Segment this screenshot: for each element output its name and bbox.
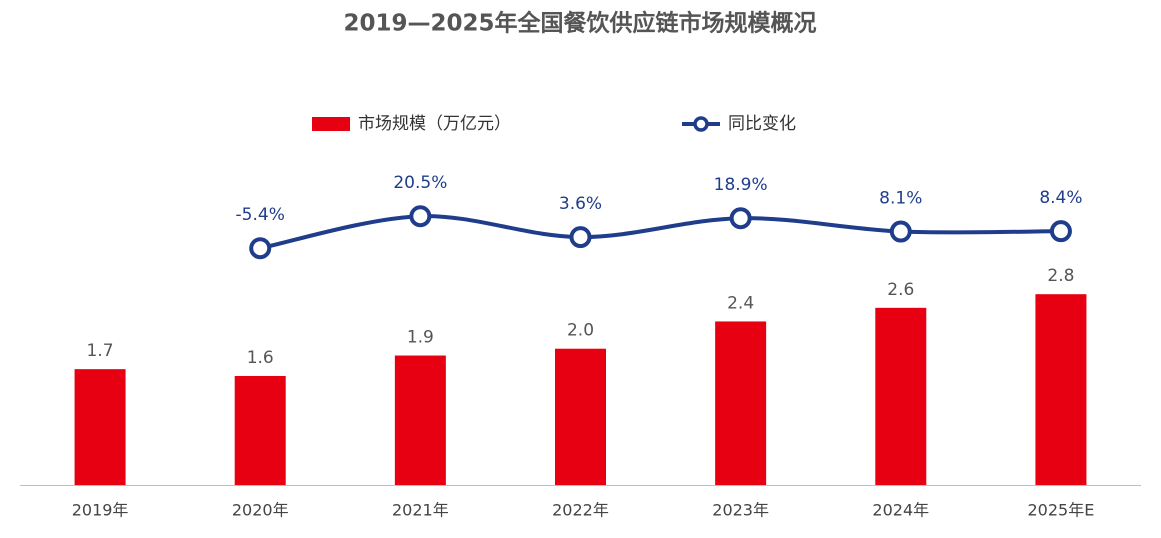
line-marker: [409, 205, 432, 228]
x-tick-label: 2025年E: [1028, 501, 1095, 520]
data-label: 2.6: [887, 280, 914, 300]
legend-swatch: [312, 117, 350, 131]
legend-label: 市场规模（万亿元）: [358, 114, 511, 134]
data-label: -5.4%: [236, 205, 285, 225]
line-marker: [249, 237, 272, 260]
bar: [875, 307, 927, 485]
line: [259, 214, 1061, 251]
data-label: 2.0: [567, 321, 594, 341]
data-label: 3.6%: [559, 194, 602, 214]
data-label: 8.1%: [879, 189, 922, 209]
bar: [394, 355, 446, 485]
line-marker: [1049, 220, 1072, 243]
bar: [555, 348, 606, 485]
data-label: 18.9%: [714, 175, 768, 195]
x-tick-label: 2023年: [712, 501, 769, 520]
data-label: 20.5%: [393, 173, 447, 193]
line-marker: [889, 220, 912, 243]
x-tick-label: 2021年: [392, 501, 449, 520]
line-marker: [569, 226, 592, 249]
legend-label: 同比变化: [728, 114, 796, 134]
x-tick-label: 2020年: [232, 501, 289, 520]
bar: [234, 375, 286, 485]
bar: [715, 321, 767, 485]
data-label: 1.7: [87, 341, 114, 361]
legend-marker: [693, 116, 709, 132]
data-label: 1.9: [407, 328, 434, 348]
x-tick-label: 2022年: [552, 501, 609, 520]
bar: [1035, 294, 1087, 485]
x-tick-label: 2024年: [872, 501, 929, 520]
bar: [74, 369, 126, 485]
data-label: 2.4: [727, 293, 754, 313]
data-label: 8.4%: [1039, 188, 1082, 208]
chart-title: 2019—2025年全国餐饮供应链市场规模概况: [343, 10, 816, 37]
line-marker: [729, 207, 752, 230]
x-tick-label: 2019年: [72, 501, 129, 520]
data-label: 2.8: [1047, 266, 1074, 286]
data-label: 1.6: [247, 348, 274, 368]
